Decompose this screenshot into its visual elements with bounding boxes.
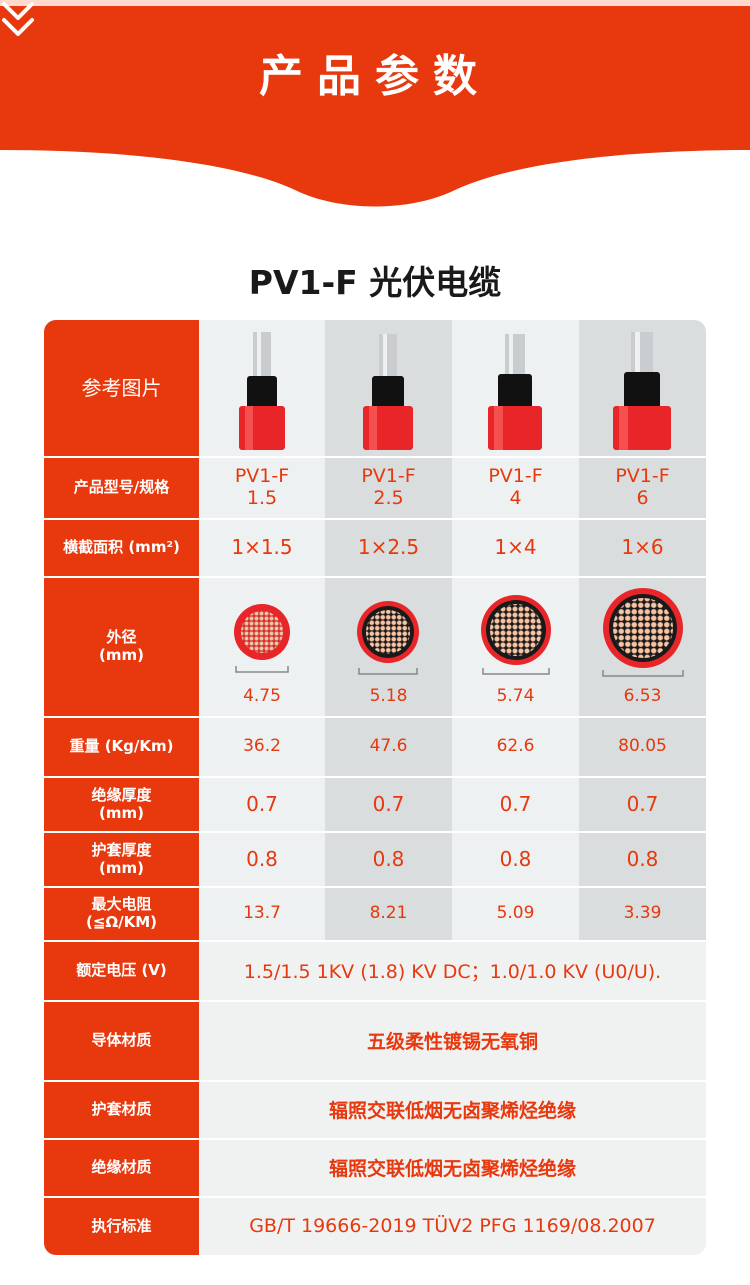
cable-image-3 (488, 334, 542, 450)
label-image: 参考图片 (81, 376, 162, 400)
label-rated-voltage: 额定电压 (V) (76, 961, 167, 979)
insulation-thickness-cell: 0.7 (499, 791, 532, 816)
label-insulation-material: 绝缘材质 (91, 1158, 152, 1176)
conductor-value: 五级柔性镀锡无氧铜 (366, 1030, 538, 1053)
area-cell: 1×4 (494, 535, 537, 559)
label-diameter: 外径 (mm) (99, 628, 144, 664)
row-divider (44, 716, 706, 718)
row-divider (44, 1000, 706, 1002)
insulation-material-value: 辐照交联低烟无卤聚烯烃绝缘 (328, 1157, 576, 1180)
insulation-thickness-cell: 0.7 (626, 791, 659, 816)
row-divider (44, 940, 706, 942)
weight-cell: 36.2 (243, 736, 281, 756)
diameter-value: 4.75 (243, 686, 281, 706)
sheath-thickness-cell: 0.8 (246, 846, 278, 871)
page-title: 产品参数 (259, 51, 491, 102)
double-chevron-down-icon (2, 2, 34, 36)
label-spec: 产品型号/规格 (73, 478, 170, 496)
area-cell: 1×1.5 (231, 535, 293, 559)
row-divider (44, 1196, 706, 1198)
weight-cell: 62.6 (496, 736, 535, 756)
cross-section-image-1 (234, 604, 290, 673)
sheath-thickness-cell: 0.8 (626, 846, 659, 871)
diameter-value: 6.53 (623, 686, 662, 706)
merged-rows-background (199, 940, 706, 1255)
row-divider (44, 776, 706, 778)
row-divider (44, 456, 706, 458)
cable-image-2 (363, 334, 413, 450)
diameter-value: 5.18 (369, 686, 408, 706)
label-sheath-thickness: 护套厚度 (mm) (91, 840, 152, 877)
label-column (44, 320, 199, 1255)
row-divider (44, 886, 706, 888)
row-divider (44, 576, 706, 578)
weight-cell: 47.6 (369, 736, 408, 756)
cable-image-4 (613, 332, 671, 450)
header-banner-shape (0, 0, 750, 207)
label-conductor: 导体材质 (91, 1031, 152, 1049)
resistance-cell: 5.09 (496, 903, 535, 923)
sheath-material-value: 辐照交联低烟无卤聚烯烃绝缘 (328, 1099, 576, 1122)
spec-cell: PV1-F 1.5 (234, 465, 290, 509)
label-standard: 执行标准 (91, 1216, 152, 1235)
label-max-resistance: 最大电阻 (≦Ω/KM) (85, 895, 158, 931)
resistance-cell: 8.21 (369, 903, 408, 923)
area-cell: 1×2.5 (357, 535, 420, 559)
row-divider (44, 1138, 706, 1140)
cross-section-image-3 (481, 595, 551, 675)
cross-section-image-4 (602, 588, 684, 677)
rated-voltage-value: 1.5/1.5 1KV (1.8) KV DC；1.0/1.0 KV (U0/U… (243, 960, 662, 983)
label-area: 横截面积 (mm²) (63, 538, 180, 556)
row-divider (44, 518, 706, 520)
resistance-cell: 3.39 (623, 903, 662, 923)
weight-cell: 80.05 (618, 736, 667, 756)
insulation-thickness-cell: 0.7 (372, 791, 405, 816)
label-weight: 重量 (Kg/Km) (69, 737, 174, 755)
row-divider (44, 1080, 706, 1082)
page-header: 产品参数 (0, 0, 750, 220)
insulation-thickness-cell: 0.7 (246, 791, 278, 816)
resistance-cell: 13.7 (243, 903, 281, 923)
label-sheath-material: 护套材质 (91, 1100, 152, 1118)
sheath-thickness-cell: 0.8 (499, 846, 532, 871)
sheath-thickness-cell: 0.8 (372, 846, 405, 871)
spec-cell: PV1-F 6 (615, 465, 670, 509)
diameter-value: 5.74 (496, 686, 535, 706)
label-insulation-thickness: 绝缘厚度 (mm) (91, 785, 152, 822)
cross-section-image-2 (357, 601, 419, 675)
area-cell: 1×6 (621, 535, 664, 559)
spec-cell: PV1-F 2.5 (361, 465, 416, 509)
cable-image-1 (239, 332, 285, 450)
spec-cell: PV1-F 4 (488, 465, 543, 509)
spec-table: 参考图片 产品型号/规格 横截面积 (mm²) 外径 (mm) 重量 (Kg/K… (44, 320, 706, 1255)
product-title: PV1-F 光伏电缆 (248, 263, 502, 302)
standard-value: GB/T 19666-2019 TÜV2 PFG 1169/08.2007 (249, 1214, 656, 1237)
row-divider (44, 831, 706, 833)
